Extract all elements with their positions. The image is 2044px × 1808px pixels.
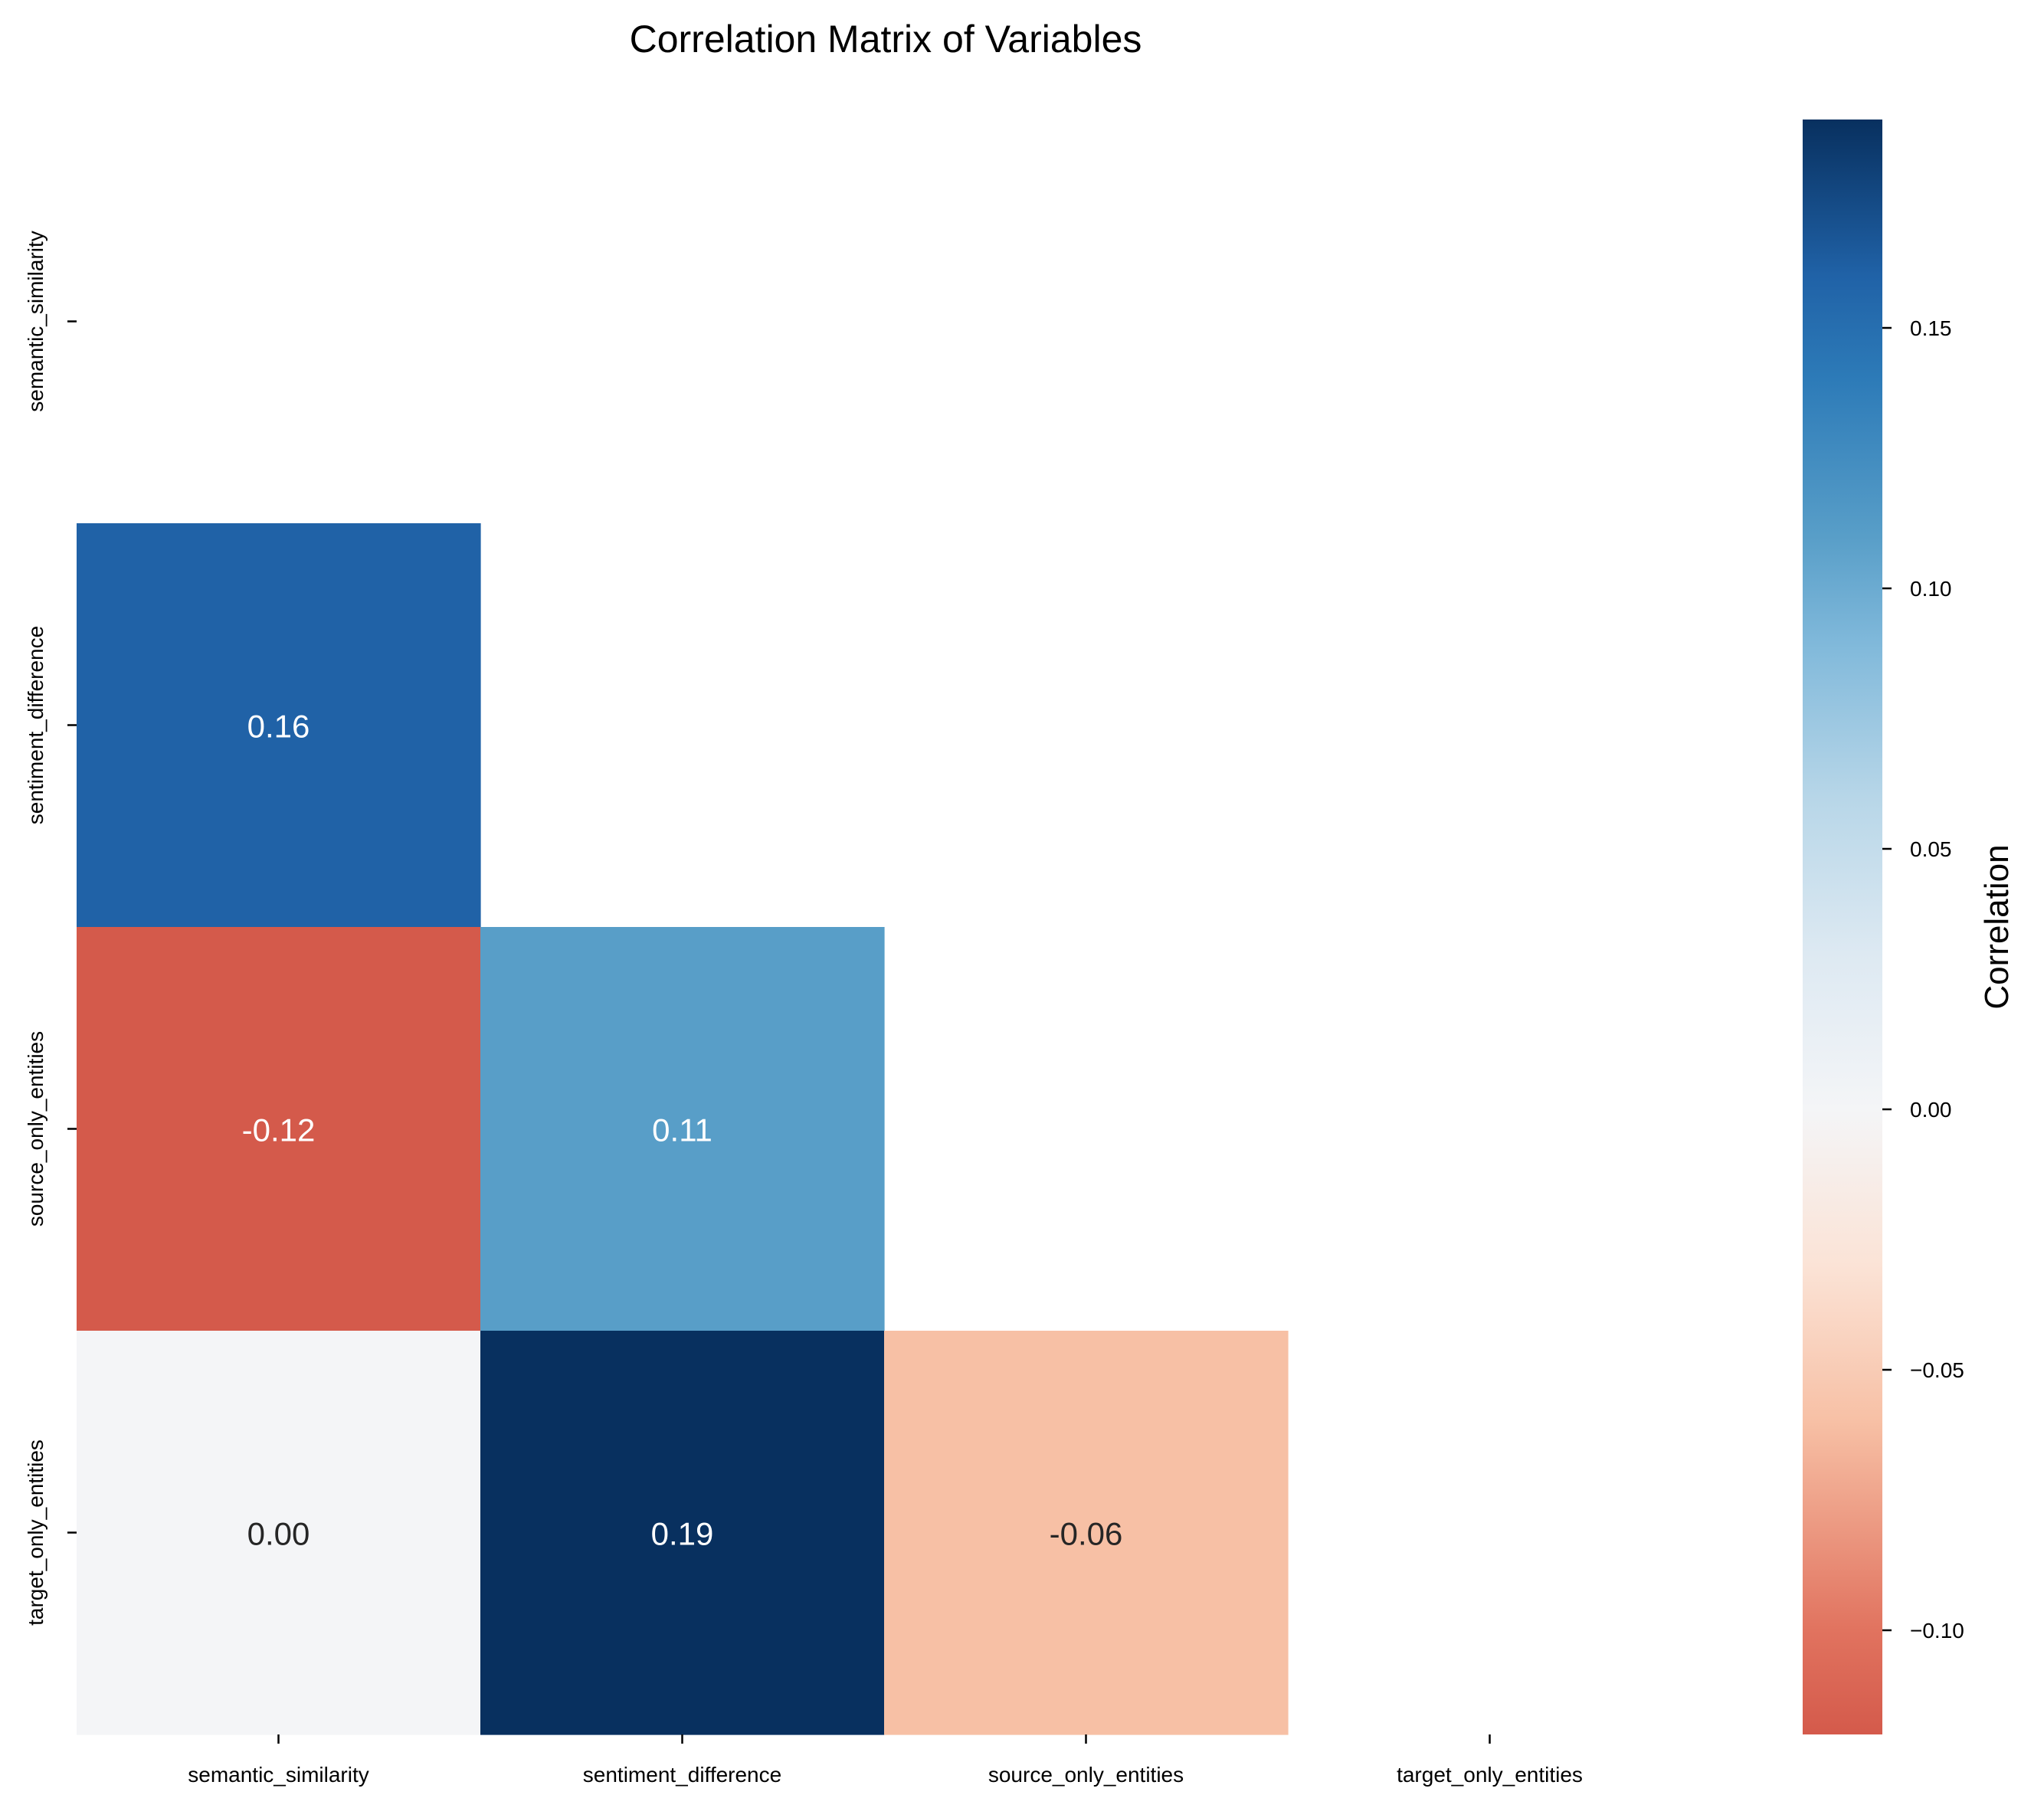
x-tick-label: semantic_similarity	[188, 1763, 369, 1787]
heatmap-cell	[77, 1331, 481, 1735]
y-tick-label: semantic_similarity	[24, 231, 47, 412]
cell-value-label: 0.00	[247, 1516, 310, 1552]
cell-value-label: 0.19	[651, 1516, 714, 1552]
heatmap-cell	[480, 1331, 885, 1735]
colorbar-tick-label: 0.10	[1910, 577, 1952, 601]
colorbar-tick-label: −0.05	[1910, 1358, 1964, 1382]
colorbar-ticks: 0.15 0.10 0.05 0.00 −0.05 −0.10	[1882, 316, 1964, 1643]
colorbar-tick-label: 0.15	[1910, 316, 1952, 340]
heatmap-cell	[77, 523, 481, 928]
cell-value-label: 0.16	[247, 709, 310, 745]
cell-value-label: -0.12	[242, 1112, 316, 1148]
colorbar-tick-label: 0.00	[1910, 1098, 1952, 1122]
chart-title: Correlation Matrix of Variables	[630, 18, 1142, 61]
y-tick-label: target_only_entities	[24, 1440, 47, 1626]
colorbar-tick-label: −0.10	[1910, 1619, 1964, 1643]
x-axis: semantic_similarity sentiment_difference s…	[188, 1734, 1583, 1787]
x-tick-label: sentiment_difference	[583, 1763, 781, 1787]
y-tick-label: source_only_entities	[24, 1031, 47, 1227]
x-tick-label: source_only_entities	[988, 1763, 1184, 1787]
colorbar-gradient	[1803, 120, 1882, 1734]
heatmap-cells: 0.16 -0.12 0.11 0.00 0.19 -0.06	[77, 523, 1289, 1735]
cell-value-label: 0.11	[652, 1112, 712, 1148]
cell-value-label: -0.06	[1050, 1516, 1123, 1552]
y-tick-label: sentiment_difference	[24, 626, 47, 824]
colorbar-tick-label: 0.05	[1910, 837, 1952, 861]
heatmap-cell	[77, 927, 481, 1331]
x-tick-label: target_only_entities	[1397, 1763, 1583, 1787]
colorbar-label: Correlation	[1978, 844, 2016, 1009]
heatmap-cell	[884, 1331, 1289, 1735]
y-axis: semantic_similarity sentiment_differences…	[24, 231, 77, 1626]
heatmap-cell	[480, 927, 885, 1331]
colorbar: 0.15 0.10 0.05 0.00 −0.05 −0.10 Correlation	[1803, 120, 2016, 1734]
